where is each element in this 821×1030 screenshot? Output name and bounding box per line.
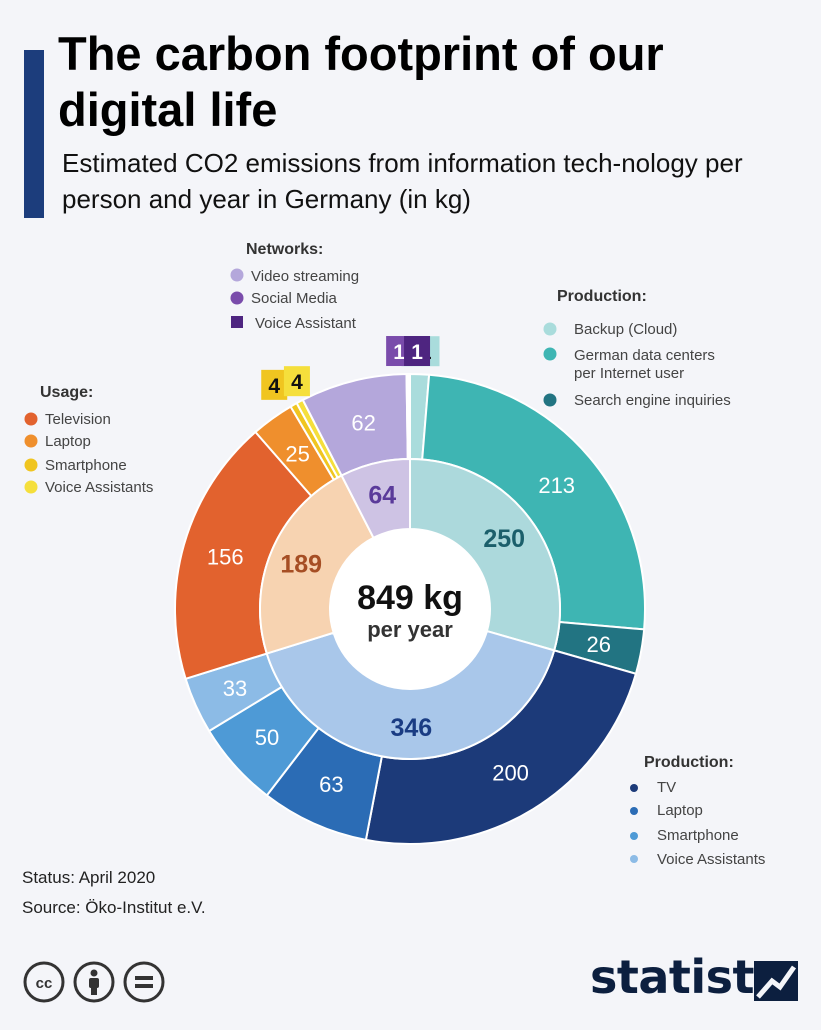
accent-bar: [24, 50, 44, 218]
legend-item: TV: [657, 779, 676, 796]
legend-item: Backup (Cloud): [574, 321, 677, 338]
inner-ring: [259, 457, 561, 760]
license-icons: cc: [22, 960, 166, 1006]
outer-value-label: 213: [538, 473, 575, 498]
center-unit: per year: [367, 617, 453, 642]
center-hole: [330, 529, 490, 689]
outer-value-label: 62: [351, 411, 375, 436]
legend-swatch: [231, 316, 243, 328]
legend-swatch: [24, 412, 38, 426]
attribution-icon[interactable]: [72, 960, 116, 1004]
outer-value-label: 26: [587, 632, 611, 657]
legend-item: Search engine inquiries: [574, 392, 731, 409]
legend-swatch: [630, 784, 638, 792]
outer-value-label: 1: [411, 341, 423, 364]
legend-swatch: [543, 322, 557, 336]
inner-value-label: 189: [280, 550, 322, 578]
chart-subtitle: Estimated CO2 emissions from information…: [62, 148, 743, 214]
legend-item: Voice Assistants: [45, 479, 153, 496]
svg-text:cc: cc: [36, 975, 53, 992]
legend-item: Laptop: [657, 802, 703, 819]
legend-swatch: [24, 480, 38, 494]
outer-value-label: 4: [268, 375, 280, 398]
inner-value-label: 64: [368, 481, 396, 509]
legend-item: German data centers per Internet user: [574, 347, 719, 382]
legend-production-title: Production:: [557, 288, 647, 305]
legend-swatch: [230, 268, 244, 282]
outer-slice: [407, 372, 411, 461]
legend-usage-title: Usage:: [40, 384, 93, 401]
value-labels: 25034618964112132620063503315625446211: [207, 336, 611, 797]
center-total: 849 kg: [357, 579, 463, 617]
source-text: Source: Öko-Institut e.V.: [22, 898, 206, 917]
statista-logo-icon: [754, 961, 798, 1001]
legend-swatch: [543, 347, 557, 361]
inner-value-label: 250: [483, 525, 525, 553]
legend-swatch: [543, 393, 557, 407]
legend-usage: Usage: Television Laptop Smartphone Voic…: [24, 384, 153, 496]
legend-swatch: [24, 458, 38, 472]
legend-item: Smartphone: [657, 827, 739, 844]
status-text: Status: April 2020: [22, 868, 156, 887]
outer-value-label: 156: [207, 545, 244, 570]
statista-logo-text[interactable]: statista: [590, 950, 785, 1004]
legend-item: Social Media: [251, 290, 338, 307]
outer-value-badge: [404, 336, 431, 367]
legend-swatch: [630, 807, 638, 815]
no-derivatives-icon[interactable]: [122, 960, 166, 1004]
legend-swatch: [230, 291, 244, 305]
legend-networks: Networks: Video streaming Social Media V…: [230, 241, 359, 332]
legend-item: Voice Assistant: [255, 315, 357, 332]
outer-value-label: 50: [255, 725, 279, 750]
chart-title: The carbon footprint of our digital life: [58, 27, 664, 136]
outer-value-label: 1: [393, 341, 405, 364]
legend-item: Video streaming: [251, 268, 359, 285]
inner-value-label: 346: [390, 714, 432, 742]
outer-value-label: 33: [223, 676, 247, 701]
outer-ring: [174, 372, 646, 845]
cc-icon[interactable]: cc: [22, 960, 66, 1004]
outer-value-label: 4: [291, 371, 303, 394]
legend-item: Laptop: [45, 433, 91, 450]
legend-swatch: [24, 434, 38, 448]
outer-value-badge: [283, 366, 310, 397]
outer-value-badge: [261, 369, 288, 400]
legend-swatch: [630, 855, 638, 863]
outer-value-label: 25: [285, 441, 309, 466]
outer-value-label: 63: [319, 772, 343, 797]
legend-item: Television: [45, 411, 111, 428]
legend-swatch: [630, 832, 638, 840]
legend-production-cloud: Production: Backup (Cloud) German data c…: [543, 288, 731, 409]
legend-networks-title: Networks:: [246, 241, 323, 258]
legend-item: Voice Assistants: [657, 851, 765, 868]
legend-production-title: Production:: [644, 754, 734, 771]
legend-production-devices: Production: TV Laptop Smartphone Voice A…: [630, 754, 765, 868]
legend-item: Smartphone: [45, 457, 127, 474]
outer-value-label: 200: [492, 761, 529, 786]
